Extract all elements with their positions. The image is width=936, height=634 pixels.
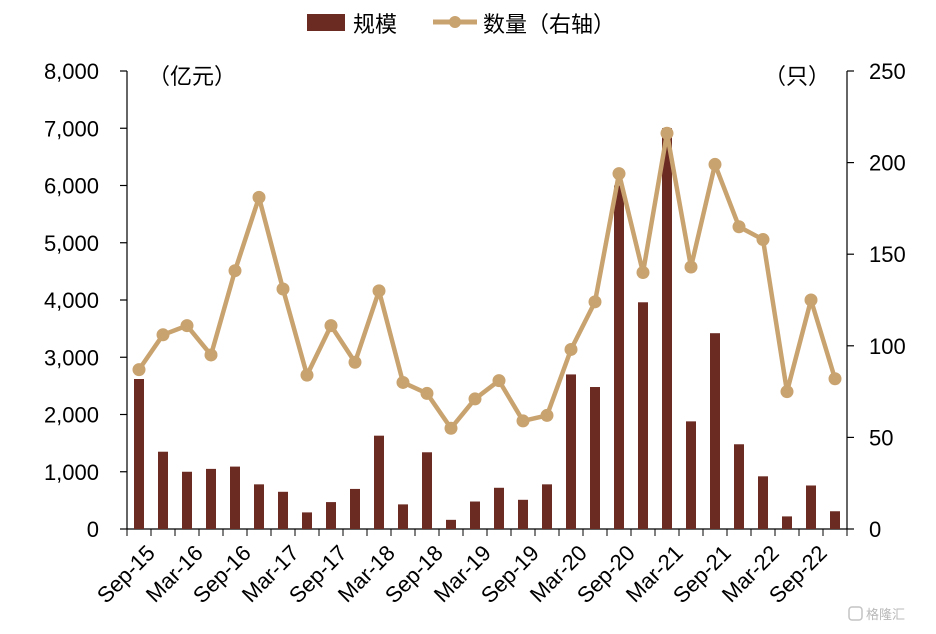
bar [326,502,336,529]
bar [782,516,792,529]
line-series [132,126,842,435]
legend-line-label: 数量（右轴） [483,13,615,38]
bar [422,452,432,529]
line-point [660,126,674,140]
line-point [180,319,194,333]
bar [638,302,648,529]
bar [590,387,600,529]
left-tick-label: 5,000 [44,231,99,256]
line-point [588,295,602,309]
right-axis-ticks: 0 50 100 150 200 250 [847,59,906,542]
line-point [492,374,506,388]
bar [206,468,216,529]
bar [374,435,384,529]
line-point [540,408,554,422]
left-tick-label: 2,000 [44,403,99,428]
line-point [780,385,794,399]
line-point [156,328,170,342]
line-point [636,266,650,280]
legend-line-marker [449,16,461,28]
line-point [708,157,722,171]
bar [278,491,288,529]
line-point [276,282,290,296]
bar [398,504,408,529]
x-axis-ticks: Sep-15Mar-16Sep-16Mar-17Sep-17Mar-18Sep-… [92,529,848,608]
bar-series [134,128,840,529]
line-point [684,260,698,274]
left-tick-label: 8,000 [44,59,99,84]
left-tick-label: 7,000 [44,116,99,141]
left-tick-label: 3,000 [44,345,99,370]
left-tick-label: 1,000 [44,460,99,485]
bar [134,379,144,529]
right-tick-label: 150 [869,242,906,267]
bar [446,519,456,529]
right-tick-label: 0 [869,517,881,542]
line-point [756,233,770,247]
bar [758,476,768,529]
line-path [136,131,838,431]
bar [158,451,168,529]
bar [302,512,312,529]
bar [614,185,624,529]
line-point [804,293,818,307]
line-point [396,375,410,389]
line-point [204,348,218,362]
line-point [348,355,362,369]
left-tick-label: 4,000 [44,288,99,313]
bar [182,471,192,529]
left-axis-ticks: 0 1,000 2,000 3,000 4,000 5,000 6,000 7,000 8,00… [44,59,127,542]
watermark-logo-icon [848,606,863,621]
bar [830,511,840,529]
bar [566,374,576,529]
bar [734,444,744,529]
bar [470,501,480,529]
right-axis-unit: （只） [764,65,830,90]
left-tick-label: 6,000 [44,174,99,199]
bar [710,333,720,529]
line-point [420,386,434,400]
legend-bar-swatch [307,14,345,31]
legend: 规模 数量（右轴） [307,13,615,38]
bar [686,421,696,529]
right-tick-label: 50 [869,425,893,450]
line-point [732,220,746,234]
line-point [516,414,530,428]
left-tick-label: 0 [87,517,99,542]
left-axis-unit: （亿元） [148,65,236,90]
right-tick-label: 250 [869,59,906,84]
line-point [828,372,842,386]
line-point [228,264,242,278]
bar [254,484,264,529]
bar [350,488,360,529]
bar [662,128,672,529]
bar [806,485,816,529]
watermark-text: 格隆汇 [866,607,905,623]
bar [494,487,504,529]
line-point [300,368,314,382]
line-point [444,421,458,435]
bar [542,484,552,529]
line-point [468,392,482,406]
line-point [252,190,266,204]
watermark: 格隆汇 [848,606,905,623]
line-point [612,167,626,181]
bar [230,466,240,529]
legend-bar-label: 规模 [353,13,397,38]
line-point [132,363,146,377]
right-tick-label: 200 [869,151,906,176]
line-point [324,319,338,333]
right-tick-label: 100 [869,334,906,359]
line-point [564,342,578,356]
line-point [372,284,386,298]
bar [518,499,528,529]
